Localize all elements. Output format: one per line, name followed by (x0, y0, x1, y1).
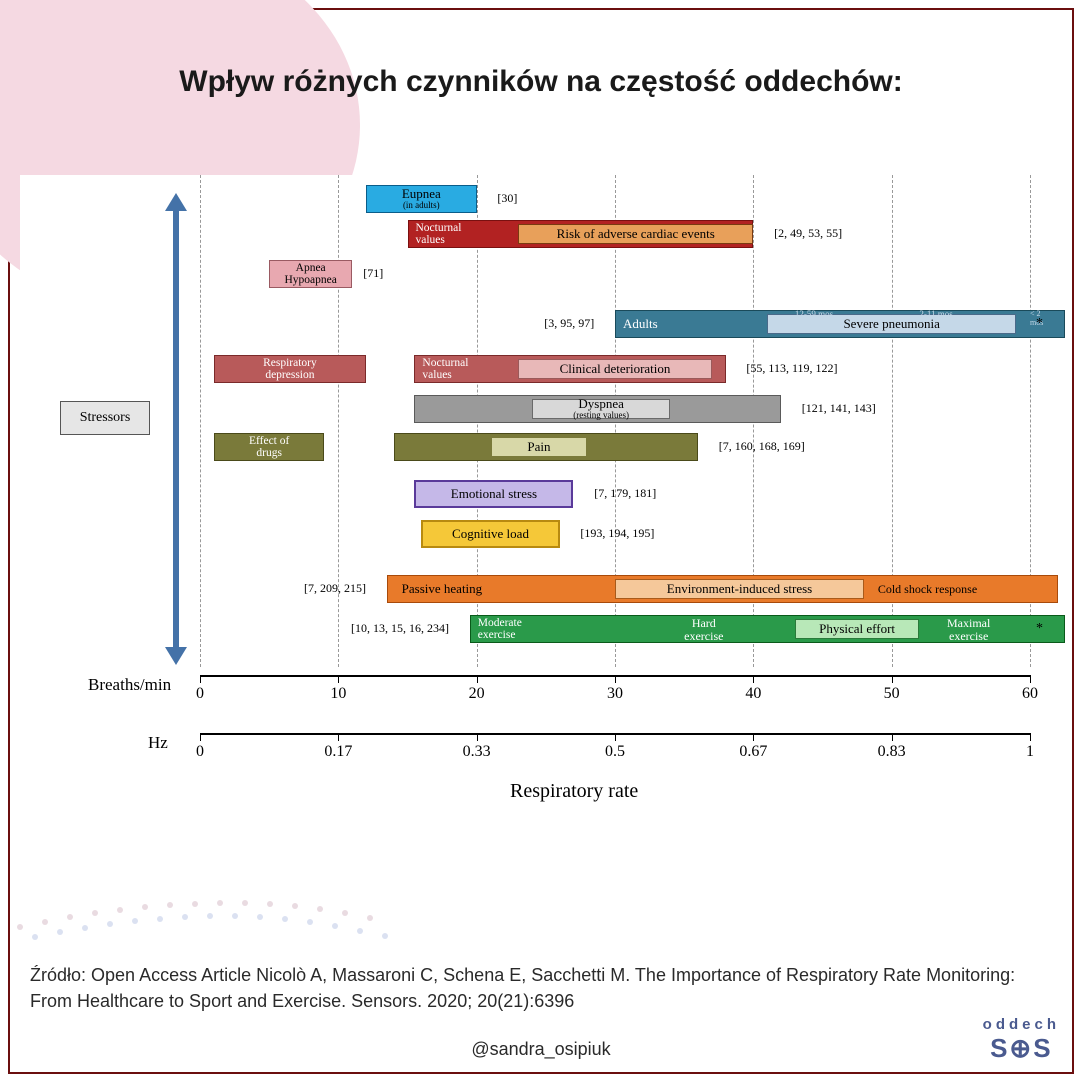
source-citation: Źródło: Open Access Article Nicolò A, Ma… (30, 962, 1052, 1014)
data-bar: Effect ofdrugs (214, 433, 325, 461)
data-bar: Respiratorydepression (214, 355, 366, 383)
chart-container: Stressors Eupnea(in adults)[30]Nocturnal… (20, 175, 1060, 820)
axis-tick (200, 675, 201, 683)
bpm-axis-label: Breaths/min (88, 675, 171, 695)
bar-annotation: 2-11 mos (919, 309, 952, 319)
axis-tick-label: 0 (196, 743, 204, 761)
bar-segment-label: Hardexercise (684, 617, 723, 642)
axis-tick (615, 675, 616, 683)
axis-tick (753, 675, 754, 683)
citation-ref: [193, 194, 195] (580, 526, 654, 541)
axis-tick (1030, 733, 1031, 741)
axis-tick (753, 733, 754, 741)
citation-ref: [71] (363, 266, 383, 281)
axis-tick-label: 0.67 (739, 743, 767, 761)
x-axis-title: Respiratory rate (510, 780, 638, 803)
axis-tick-label: 0.83 (878, 743, 906, 761)
page-title: Wpływ różnych czynników na częstość odde… (0, 65, 1082, 99)
citation-ref: [7, 179, 181] (594, 486, 656, 501)
citation-ref: [7, 209, 215] (304, 581, 366, 596)
axis-tick-label: 20 (469, 685, 485, 703)
axis-tick (338, 733, 339, 741)
data-bar: Cognitive load (421, 520, 559, 548)
axis-tick-label: 0.5 (605, 743, 625, 761)
axis-tick-label: 10 (330, 685, 346, 703)
star-marker: * (1036, 316, 1043, 332)
citation-ref: [55, 113, 119, 122] (746, 361, 837, 376)
citation-ref: [30] (497, 191, 517, 206)
plot-area: Eupnea(in adults)[30]NocturnalvaluesRisk… (200, 175, 1030, 685)
star-marker: * (1036, 621, 1043, 637)
axis-tick-label: 0.17 (324, 743, 352, 761)
axis-tick-label: 40 (745, 685, 761, 703)
data-bar: Pain (491, 437, 588, 457)
axis-tick (892, 733, 893, 741)
data-bar: Emotional stress (414, 480, 573, 508)
axis-tick-label: 50 (884, 685, 900, 703)
data-bar: Physical effort (795, 619, 920, 639)
stressors-label: Stressors (60, 401, 150, 435)
data-bar: Risk of adverse cardiac events (518, 224, 753, 244)
axis-tick (200, 733, 201, 741)
bar-annotation: 12-59 mos (795, 309, 833, 319)
brand-logo: oddech S⊕S (983, 1016, 1060, 1064)
data-bar: Clinical deterioration (518, 359, 712, 379)
data-bar: Dyspnea(resting values) (532, 399, 670, 419)
axis-tick-label: 0.33 (463, 743, 491, 761)
axis-tick-label: 0 (196, 685, 204, 703)
data-bar: ApneaHypoapnea (269, 260, 352, 288)
logo-line2: S⊕S (983, 1033, 1060, 1064)
hz-axis-label: Hz (148, 733, 168, 753)
axis-tick (477, 675, 478, 683)
social-handle: @sandra_osipiuk (0, 1039, 1082, 1060)
axis-tick (1030, 675, 1031, 683)
axis-tick (615, 733, 616, 741)
axis-tick (477, 733, 478, 741)
citation-ref: [121, 141, 143] (802, 401, 876, 416)
data-bar: Environment-induced stress (615, 579, 864, 599)
axis-tick (892, 675, 893, 683)
logo-line1: oddech (983, 1016, 1060, 1033)
data-bar: Eupnea(in adults) (366, 185, 477, 213)
citation-ref: [2, 49, 53, 55] (774, 226, 842, 241)
bar-segment-label: Cold shock response (878, 582, 977, 597)
gridline (200, 175, 201, 667)
citation-ref: [7, 160, 168, 169] (719, 439, 805, 454)
axis-tick-label: 1 (1026, 743, 1034, 761)
axis-tick-label: 60 (1022, 685, 1038, 703)
citation-ref: [10, 13, 15, 16, 234] (351, 621, 449, 636)
stressors-arrow (167, 193, 183, 665)
bar-segment-label: Maximalexercise (947, 617, 990, 642)
axis-tick-label: 30 (607, 685, 623, 703)
decorative-dots (10, 882, 450, 942)
axis-tick (338, 675, 339, 683)
citation-ref: [3, 95, 97] (544, 316, 594, 331)
